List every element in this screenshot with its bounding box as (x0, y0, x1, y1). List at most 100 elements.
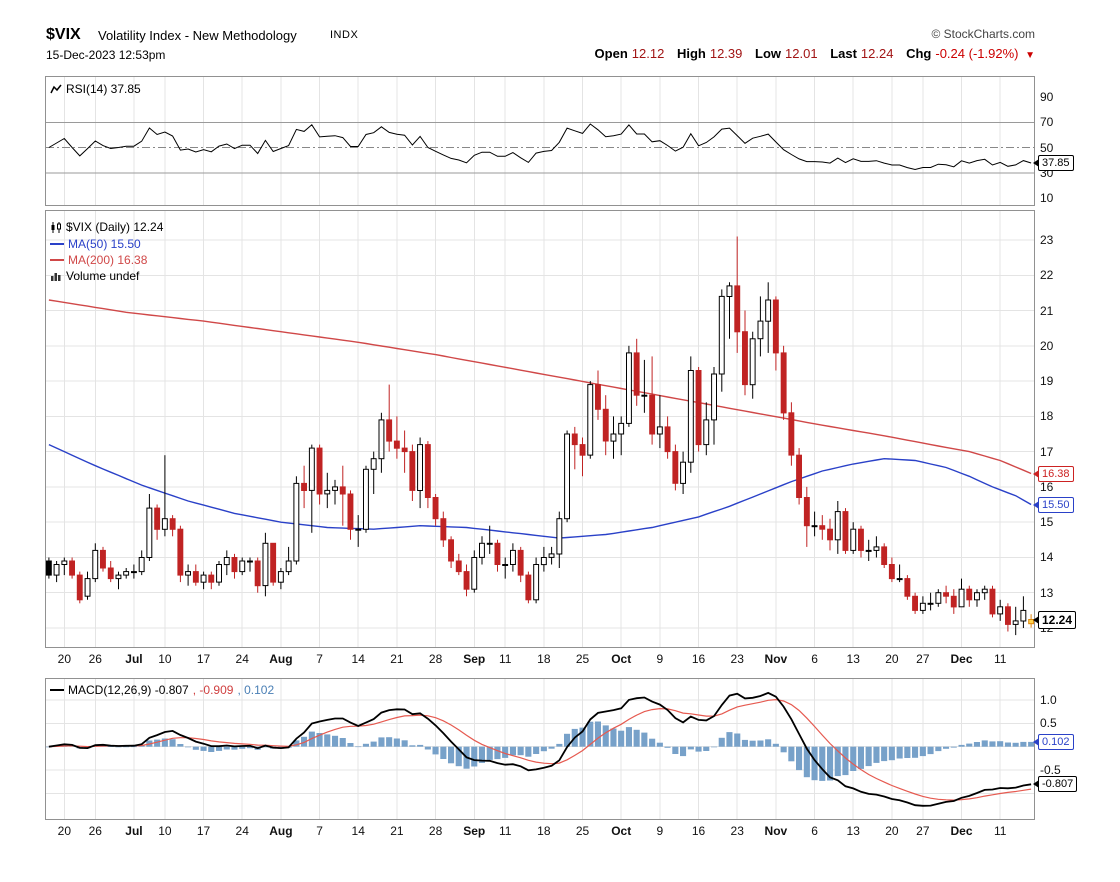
x-axis-label: Sep (463, 652, 486, 666)
candle-body (850, 528, 857, 551)
candle (1012, 606, 1019, 636)
candle (525, 571, 532, 604)
macd-histogram-bar (757, 740, 764, 747)
candle-body (308, 447, 315, 491)
candle (154, 504, 161, 540)
x-axis-label: 11 (498, 652, 512, 666)
macd-histogram-bar (935, 746, 942, 752)
price-axis-label: 14 (1040, 550, 1054, 565)
low-label: Low (755, 46, 782, 61)
volume-legend-icon (51, 272, 61, 281)
candle (293, 476, 300, 565)
x-axis-label: 6 (811, 652, 818, 666)
candle (432, 494, 439, 526)
ma200-legend-label: MA(200) 16.38 (68, 253, 148, 267)
candle-body (177, 528, 184, 576)
candle (989, 585, 996, 618)
candle-body (595, 384, 601, 410)
macd-histogram-bar (1020, 741, 1027, 747)
macd-histogram-bar (386, 737, 393, 747)
macd-histogram-bar (927, 746, 934, 755)
candle-body (912, 595, 918, 611)
candle-body (138, 557, 145, 573)
candle-body (486, 542, 493, 545)
candle-body (626, 352, 632, 424)
x-axis-label: 21 (390, 652, 404, 666)
candle-body (231, 557, 238, 573)
ma200-line-swatch (50, 259, 64, 261)
candle (803, 486, 810, 547)
chg-down-arrow-icon: ▼ (1025, 50, 1035, 61)
ma50-legend-row: MA(50) 15.50 (50, 237, 141, 251)
candle-body (417, 444, 424, 492)
candle-body (316, 447, 323, 495)
candle (788, 402, 795, 466)
candle (726, 282, 733, 339)
macd-histogram-bar (223, 746, 230, 750)
macd-histogram-bar (533, 746, 540, 754)
candle-body (146, 507, 153, 559)
macd-histogram-bar (185, 746, 192, 748)
macd-histogram-bar (649, 738, 656, 747)
x-axis-label: 28 (428, 652, 443, 666)
ma50-value-callout: 15.50 (1033, 497, 1074, 513)
candle-body (1005, 606, 1011, 625)
x-axis-label: 6 (811, 824, 818, 838)
macd-histogram-bar (393, 738, 400, 747)
candle-body (695, 370, 702, 446)
macd-histogram-bar (540, 746, 547, 752)
candle-body (1020, 609, 1027, 622)
candle-body (974, 592, 980, 601)
quote-strip: Open 12.12 High 12.39 Low 12.01 Last 12.24 C… (595, 46, 1035, 61)
candle (742, 310, 748, 396)
rsi-line (48, 123, 1032, 171)
macd-histogram-bar (478, 746, 485, 763)
open-label: Open (594, 46, 628, 61)
symbol: $VIX (46, 26, 81, 43)
chart-datetime: 15-Dec-2023 12:53pm (46, 48, 166, 62)
candle (448, 536, 455, 568)
candle (540, 546, 547, 572)
ma200-legend-row: MA(200) 16.38 (50, 253, 147, 267)
x-axis-label: Aug (269, 652, 293, 666)
x-axis-label: 11 (498, 824, 512, 838)
macd-histogram-bar (246, 746, 253, 749)
x-axis-label: 9 (656, 652, 664, 666)
candle-body (602, 408, 609, 442)
x-axis-label: 20 (57, 652, 71, 666)
macd-histogram-bar (711, 746, 718, 748)
candle-body (888, 564, 895, 580)
candle-body (711, 373, 717, 421)
candle-body (579, 444, 586, 456)
candle (169, 515, 176, 537)
macd-histogram-bar (827, 746, 834, 781)
macd-panel (45, 678, 1035, 820)
candle (579, 437, 586, 477)
candle-body (935, 592, 942, 604)
candle-body (463, 571, 470, 590)
macd-histogram-bar (424, 746, 431, 750)
candle (84, 571, 91, 600)
candle-body (927, 602, 934, 605)
x-axis-label: 10 (158, 824, 172, 838)
macd-histogram-bar (973, 742, 980, 747)
candle (734, 236, 741, 353)
candle (393, 416, 400, 459)
macd-legend-icon (50, 689, 64, 691)
macd-histogram-bar (695, 746, 702, 752)
macd-legend-signal-value: , -0.909 (192, 683, 234, 697)
rsi-panel (45, 76, 1035, 206)
candle-body (896, 578, 903, 581)
candle-body (510, 549, 516, 565)
candle-body (726, 285, 733, 298)
candle (749, 331, 756, 399)
chg-label: Chg (906, 46, 932, 61)
candle-body (386, 419, 393, 442)
ma200-value-callout: 16.38 (1033, 466, 1074, 482)
candle (974, 589, 980, 607)
macd-histogram-bar (981, 740, 988, 747)
candle (254, 557, 261, 593)
macd-histogram-bar (943, 746, 950, 749)
x-axis-label: 14 (351, 652, 365, 666)
ma50-line-swatch (50, 243, 64, 245)
